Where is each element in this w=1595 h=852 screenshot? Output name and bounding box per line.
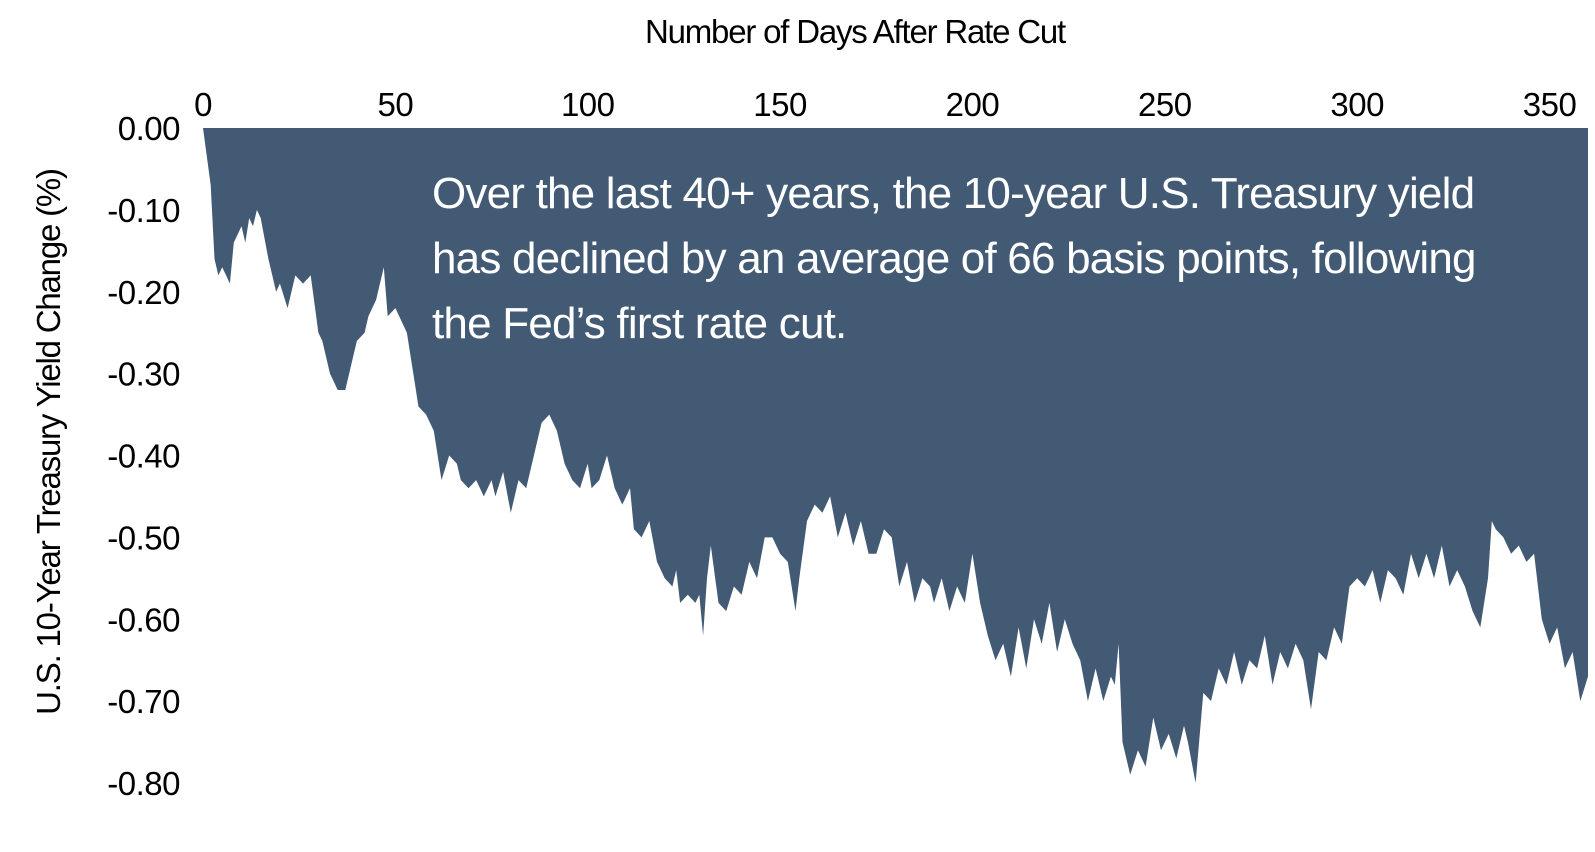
y-tick-label: -0.60 [107, 601, 180, 638]
y-axis-ticks: 0.00 -0.10 -0.20 -0.30 -0.40 -0.50 -0.60 -0.70 -… [107, 110, 180, 802]
x-tick-label: 250 [1138, 86, 1192, 123]
x-tick-label: 300 [1330, 86, 1384, 123]
y-tick-label: -0.50 [107, 519, 180, 556]
x-tick-label: 350 [1523, 86, 1577, 123]
y-tick-label: -0.10 [107, 192, 180, 229]
annotation-line: has declined by an average of 66 basis p… [432, 234, 1476, 283]
chart-annotation: Over the last 40+ years, the 10-year U.S… [432, 169, 1476, 348]
y-axis-title: U.S. 10-Year Treasury Yield Change (%) [30, 169, 67, 715]
y-tick-label: -0.40 [107, 438, 180, 475]
y-tick-label: -0.80 [107, 765, 180, 802]
yield-change-area [203, 128, 1588, 783]
x-axis-ticks: 0 50 100 150 200 250 300 350 [194, 86, 1577, 123]
x-axis-title: Number of Days After Rate Cut [645, 13, 1066, 50]
annotation-line: Over the last 40+ years, the 10-year U.S… [432, 169, 1474, 218]
x-tick-label: 100 [561, 86, 615, 123]
x-tick-label: 50 [378, 86, 414, 123]
x-tick-label: 0 [194, 86, 212, 123]
y-tick-label: -0.70 [107, 683, 180, 720]
y-tick-label: -0.30 [107, 356, 180, 393]
y-tick-label: -0.20 [107, 274, 180, 311]
annotation-line: the Fed’s first rate cut. [432, 299, 846, 348]
x-tick-label: 200 [946, 86, 1000, 123]
x-tick-label: 150 [753, 86, 807, 123]
y-tick-label: 0.00 [118, 110, 180, 147]
